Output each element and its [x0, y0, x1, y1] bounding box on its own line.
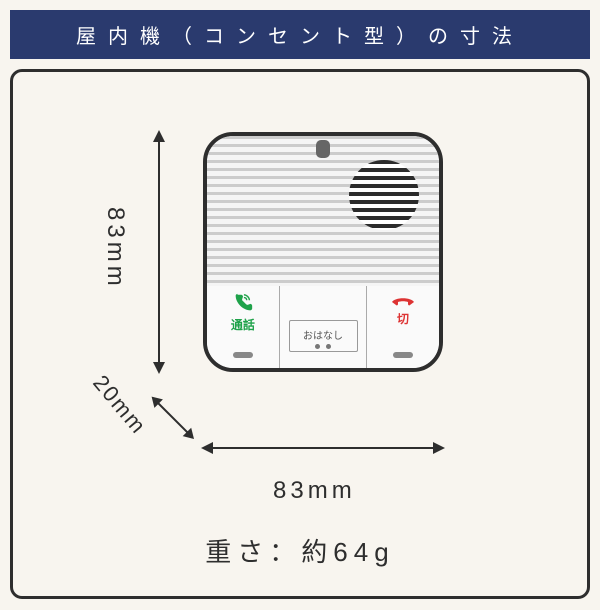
header-title: 屋内機（コンセント型）の寸法	[10, 10, 590, 59]
speaker-grille-icon	[349, 160, 419, 230]
height-arrow-icon	[158, 132, 160, 372]
hangup-button: 切	[367, 286, 439, 368]
led-indicator-icon	[233, 352, 253, 358]
hangup-button-label: 切	[397, 310, 409, 327]
intercom-device: 通話 おはなし 切	[203, 132, 443, 372]
top-notch-icon	[316, 140, 330, 158]
mic-dots-icon	[290, 344, 357, 349]
talk-button: おはなし	[280, 286, 367, 368]
weight-label: 重さ：約64g	[13, 532, 587, 569]
device-speaker-area	[207, 136, 439, 286]
width-arrow-icon	[203, 447, 443, 449]
hangup-icon	[390, 292, 416, 308]
call-button-label: 通話	[231, 316, 255, 333]
depth-dimension-label: 20mm	[87, 370, 151, 440]
depth-arrow-icon	[152, 397, 193, 438]
talk-panel: おはなし	[289, 320, 358, 352]
led-indicator-icon	[393, 352, 413, 358]
device-button-row: 通話 おはなし 切	[207, 286, 439, 368]
call-button: 通話	[207, 286, 280, 368]
phone-icon	[232, 292, 254, 314]
width-dimension-label: 83mm	[273, 477, 356, 505]
talk-label: おはなし	[290, 327, 357, 342]
height-dimension-label: 83mm	[101, 207, 129, 290]
diagram-box: 通話 おはなし 切 83mm 83mm 20mm	[10, 69, 590, 599]
